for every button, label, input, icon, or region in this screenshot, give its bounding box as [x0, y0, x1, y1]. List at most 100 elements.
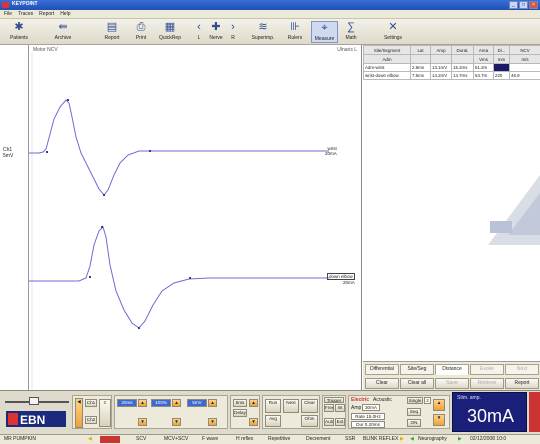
tab-distance[interactable]: Distance	[435, 364, 469, 375]
gain-up-button[interactable]: ▲	[172, 399, 181, 407]
col-subheader: m/s	[509, 54, 540, 64]
print-button[interactable]: ⎙ Print	[130, 21, 152, 43]
tab-next[interactable]: Next	[505, 364, 539, 375]
settings-button[interactable]: ✕ Settings	[383, 21, 403, 41]
table-subheader-row: Adm Vms mm m/s	[363, 54, 540, 64]
test-scv[interactable]: SCV	[136, 436, 147, 442]
minimize-button[interactable]: _	[509, 1, 518, 9]
sweep-icon[interactable]: ≡	[99, 399, 111, 427]
col-header[interactable]: Area	[473, 45, 494, 55]
close-button[interactable]: ×	[529, 1, 538, 9]
prev-test-arrow-icon[interactable]: ◀	[88, 436, 92, 442]
duration-field[interactable]: Dur 0.20ms	[351, 421, 385, 428]
test-decrement[interactable]: Decrement	[306, 436, 331, 442]
test-mcv-scv[interactable]: MCV+SCV	[164, 436, 189, 442]
test-blink-reflex[interactable]: BLINK REFLEX	[363, 436, 399, 442]
next-button[interactable]: Next	[283, 399, 299, 413]
next-test-arrow-icon[interactable]: ▶	[400, 436, 404, 442]
col-header[interactable]: Di...	[493, 45, 510, 55]
ohm-button[interactable]: Ohm	[301, 415, 318, 427]
trace-1-site: wrist	[327, 146, 337, 151]
col-header[interactable]: Lat	[410, 45, 431, 55]
menu-help[interactable]: Help	[60, 11, 71, 17]
nerve-button[interactable]: ✚ Nerve	[209, 21, 223, 41]
right-side-button[interactable]: › R	[228, 21, 238, 43]
sens-down-button[interactable]: ▼	[208, 418, 217, 426]
status-bar: MR PUMPKIN ◀ SCV MCV+SCV F wave H reflex…	[0, 434, 540, 444]
sens-up-button[interactable]: ▲	[208, 399, 217, 407]
menu-file[interactable]: File	[4, 11, 13, 17]
filter-up-button[interactable]: ▲	[249, 399, 258, 407]
delay-label[interactable]: Delay	[233, 409, 247, 417]
run-button[interactable]: Run	[265, 399, 281, 413]
seq-button[interactable]: Seq	[407, 408, 421, 416]
free-button[interactable]: Free	[324, 404, 334, 412]
maximize-button[interactable]: □	[519, 1, 528, 9]
waveform-plot[interactable]: Motor NCV Ulnaris L wrist 20mA down elbo…	[29, 45, 362, 390]
mode-next-arrow-icon[interactable]: ▶	[458, 436, 462, 442]
sweep-up-button[interactable]: ▲	[138, 399, 147, 407]
table-row[interactable]: Adm-wrist 2.8ms 13.1mV 15.2ms 51.2m	[363, 63, 540, 72]
volume-slider-knob[interactable]	[29, 397, 39, 405]
math-button[interactable]: ∑ Math	[341, 21, 361, 43]
int-button[interactable]: Int	[335, 404, 345, 412]
archive-button[interactable]: ⇚ Archive	[54, 21, 72, 41]
single-button[interactable]: Single	[407, 397, 423, 404]
channel-group: ◀ Ch1 Ch2 ≡	[72, 395, 112, 429]
retrieve-button[interactable]: Retrieve	[470, 378, 504, 389]
clear-trace-button[interactable]: Clear	[301, 399, 318, 413]
superimpose-button[interactable]: ≋ Superimp.	[251, 21, 275, 41]
stim-type-label[interactable]: Electric	[351, 397, 370, 403]
nerve-icon: ✚	[211, 21, 221, 33]
acoustic-label[interactable]: Acoustic	[373, 397, 392, 403]
filter-value[interactable]: 5ms	[233, 399, 247, 407]
clear-all-button[interactable]: Clear all	[400, 378, 434, 389]
test-repetitive[interactable]: Repetitive	[268, 436, 291, 442]
segment-table: Site/Segment Lat Amp Durat. Area Di... N…	[363, 45, 540, 80]
left-side-button[interactable]: ‹ L	[194, 21, 204, 43]
col-header[interactable]: Amp	[430, 45, 452, 55]
stim-up-button[interactable]: ▲	[433, 399, 445, 411]
tab-evoke[interactable]: Evoke	[470, 364, 504, 375]
repetition-count[interactable]: 2	[424, 397, 431, 404]
channel-1-button[interactable]: Ch1	[85, 399, 97, 407]
test-h-reflex[interactable]: H reflex	[236, 436, 254, 442]
stim-down-button[interactable]: ▼	[433, 414, 445, 426]
col-header[interactable]: Site/Segment	[363, 45, 411, 55]
table-row[interactable]: wrist-down elbow 7.5ms 14.2mV 14.7ms 54.…	[363, 71, 540, 80]
rulers-button[interactable]: ⊪ Rulers	[287, 21, 303, 41]
ext-button[interactable]: Ext	[335, 418, 345, 426]
mode-prev-arrow-icon[interactable]: ◀	[410, 436, 414, 442]
filter-down-button[interactable]: ▼	[249, 418, 258, 426]
report-button[interactable]: ▤ Report	[104, 21, 120, 41]
col-subheader	[430, 54, 452, 64]
menu-report[interactable]: Report	[39, 11, 55, 17]
report-button-bottom[interactable]: Report	[505, 378, 539, 389]
col-header[interactable]: Durat.	[451, 45, 474, 55]
test-ssr[interactable]: SSR	[345, 436, 356, 442]
channel-2-button[interactable]: Ch2	[85, 416, 97, 424]
patients-button[interactable]: ✱ Patients	[9, 21, 29, 41]
amp-field[interactable]: 30mA	[362, 404, 380, 411]
tab-site-seg[interactable]: Site/Seg	[400, 364, 434, 375]
clear-button[interactable]: Clear	[365, 378, 399, 389]
gain-down-button[interactable]: ▼	[172, 418, 181, 426]
save-button[interactable]: Save	[435, 378, 469, 389]
sweep-down-button[interactable]: ▼	[138, 418, 147, 426]
quickrep-button[interactable]: ▦ QuickRep	[159, 21, 181, 41]
plot-side: Ulnaris L	[337, 47, 357, 53]
tab-differential[interactable]: Differential	[365, 364, 399, 375]
test-f-wave[interactable]: F wave	[202, 436, 219, 442]
rulers-icon: ⊪	[290, 21, 300, 33]
measure-button[interactable]: ⌖ Measure	[311, 21, 338, 43]
col-header[interactable]: NCV	[509, 45, 540, 55]
back-arrow-button[interactable]: ◀	[75, 398, 83, 428]
watermark-logo-icon	[488, 175, 540, 245]
avg-button[interactable]: Avg	[265, 415, 281, 427]
auto-button[interactable]: Auto	[324, 418, 334, 426]
rate-field[interactable]: Rate 15.0Hz	[351, 413, 385, 420]
menu-traces[interactable]: Traces	[18, 11, 34, 17]
segment-table-panel: Site/Segment Lat Amp Durat. Area Di... N…	[363, 45, 540, 361]
trigger-label: Trigger	[324, 397, 344, 403]
stim-on-button[interactable]: ON	[407, 419, 421, 427]
